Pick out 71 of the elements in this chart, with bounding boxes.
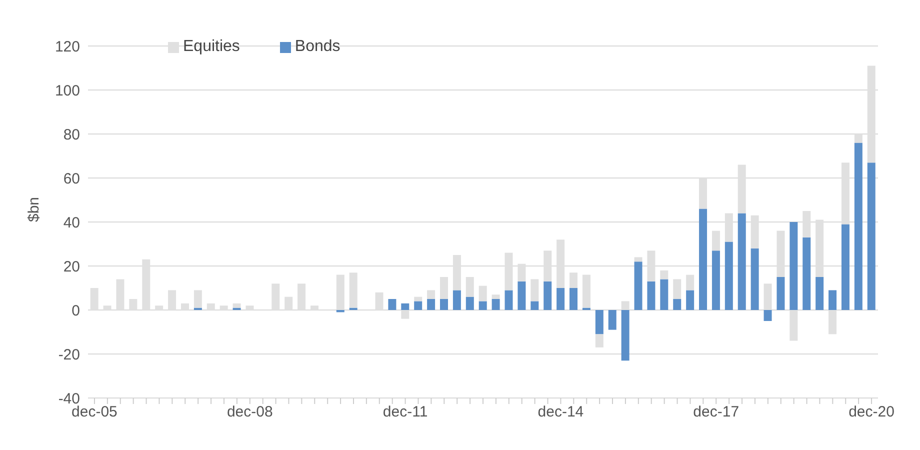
y-tick-label: 100 <box>54 82 80 100</box>
bar <box>828 290 837 310</box>
x-tick-label: dec-20 <box>848 404 894 421</box>
bar <box>673 279 682 299</box>
bar <box>621 310 630 361</box>
bar <box>232 303 241 308</box>
bar <box>194 290 202 308</box>
bar <box>802 237 811 310</box>
bar <box>776 277 785 310</box>
y-axis-title: $bn <box>25 196 42 222</box>
bar <box>427 290 436 299</box>
y-tick-label: 0 <box>72 302 80 320</box>
bar <box>724 242 733 310</box>
bar <box>634 257 642 262</box>
bar <box>452 290 461 310</box>
bar <box>556 288 565 310</box>
bar <box>544 281 552 310</box>
bar <box>816 277 824 310</box>
legend-label: Bonds <box>294 38 340 56</box>
bar <box>582 274 590 308</box>
bar <box>440 277 448 299</box>
bar <box>867 162 876 310</box>
y-tick-label: 20 <box>63 258 80 276</box>
bar <box>764 310 772 321</box>
bar <box>466 296 474 310</box>
bar <box>478 286 487 302</box>
bar <box>478 301 487 310</box>
x-tick-label: dec-17 <box>693 404 740 421</box>
bar <box>790 222 798 310</box>
bar <box>518 281 526 310</box>
bar <box>427 299 436 310</box>
bar <box>712 250 720 310</box>
bar <box>750 248 759 310</box>
bar <box>492 299 500 310</box>
bar <box>686 274 694 290</box>
bar <box>841 224 850 310</box>
bar <box>492 294 500 299</box>
bar <box>414 296 422 302</box>
bar <box>660 279 668 310</box>
bar <box>349 272 358 308</box>
bar <box>699 208 708 310</box>
bar <box>738 213 746 310</box>
bar <box>440 299 448 310</box>
bar <box>660 270 668 280</box>
bar <box>712 230 720 251</box>
bar <box>570 288 578 310</box>
bar <box>595 334 604 348</box>
bar <box>414 301 422 310</box>
bar <box>388 299 396 310</box>
y-tick-label: 80 <box>63 126 80 144</box>
legend-label: Equities <box>182 38 240 56</box>
x-tick-label: dec-11 <box>382 404 428 421</box>
bar <box>608 310 616 330</box>
bar <box>570 272 578 288</box>
bar <box>530 301 539 310</box>
bar <box>634 262 642 310</box>
y-tick-label: 40 <box>63 214 80 232</box>
bar <box>595 310 604 334</box>
bar <box>686 290 694 310</box>
bar <box>504 290 513 310</box>
y-tick-label: 60 <box>63 170 80 188</box>
bar <box>854 142 862 310</box>
y-tick-label: 120 <box>54 38 80 56</box>
bar <box>530 279 539 302</box>
bar <box>466 277 474 297</box>
x-tick-label: dec-14 <box>538 404 584 421</box>
bar <box>647 281 656 310</box>
y-tick-label: -20 <box>58 346 80 364</box>
x-tick-label: dec-08 <box>226 404 273 421</box>
bar <box>673 299 682 310</box>
bar <box>401 303 410 310</box>
